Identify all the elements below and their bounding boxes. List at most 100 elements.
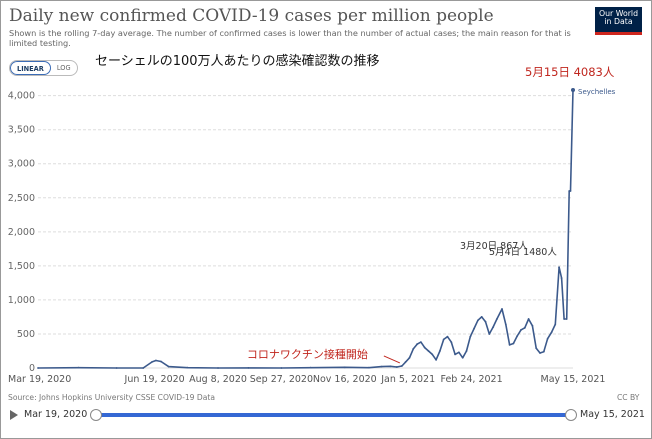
data-point <box>484 320 487 323</box>
data-point <box>442 338 445 341</box>
x-tick-label: Nov 16, 2020 <box>313 374 377 385</box>
data-point <box>280 367 283 369</box>
data-point <box>512 342 515 345</box>
data-point <box>142 367 145 369</box>
data-point <box>438 350 441 352</box>
data-point <box>309 366 312 369</box>
data-point <box>416 343 418 346</box>
data-point <box>504 323 507 326</box>
data-point <box>473 327 476 330</box>
data-point <box>186 366 189 369</box>
series-label[interactable]: Seychelles <box>578 88 616 96</box>
data-point <box>408 356 411 359</box>
data-point <box>115 367 118 369</box>
data-point <box>469 335 472 338</box>
timeline-end-handle[interactable] <box>565 409 577 421</box>
data-point <box>546 337 549 340</box>
data-point <box>563 318 566 320</box>
data-point <box>446 335 449 338</box>
data-point <box>531 324 534 327</box>
data-point <box>520 328 522 331</box>
data-point <box>431 353 434 356</box>
timeline-start-handle[interactable] <box>90 409 102 421</box>
scale-toggle: LINEAR LOG <box>9 60 78 76</box>
y-tick-label: 1,000 <box>8 295 35 306</box>
data-point <box>501 308 503 310</box>
chart-subtitle: Shown is the rolling 7-day average. The … <box>9 28 571 48</box>
annotation-label: 3月20日 867人 <box>460 241 528 252</box>
data-point <box>554 323 557 326</box>
data-point <box>247 366 250 369</box>
y-tick-label: 500 <box>17 329 35 340</box>
owid-logo[interactable]: Our World in Data <box>595 7 642 35</box>
end-point-marker <box>571 88 575 92</box>
series-layer: Seychelles <box>37 88 616 369</box>
data-point <box>535 347 538 350</box>
data-point <box>492 326 495 329</box>
annotation-label: コロナワクチン接種開始 <box>247 347 368 361</box>
data-point <box>527 318 530 320</box>
annotation-label: 5月15日 4083人 <box>525 65 615 79</box>
data-point <box>217 367 219 369</box>
data-point <box>523 326 526 329</box>
data-point <box>568 190 571 192</box>
y-tick-label: 4,000 <box>8 91 35 102</box>
license-label[interactable]: CC BY <box>617 393 640 402</box>
y-tick-label: 0 <box>29 363 35 374</box>
data-point <box>167 365 170 368</box>
annotation-label: 5月4日 1480人 <box>489 247 557 258</box>
data-point <box>461 356 464 359</box>
data-point <box>480 316 483 318</box>
data-point <box>367 366 370 369</box>
data-point <box>560 277 563 280</box>
overlay-title: セーシェルの100万人あたりの感染確認数の推移 <box>95 54 380 69</box>
y-tick-label: 3,500 <box>8 125 35 136</box>
x-tick-label: Jun 19, 2020 <box>124 374 185 385</box>
data-point <box>458 351 460 354</box>
data-point <box>516 335 519 337</box>
data-point <box>465 350 468 352</box>
x-tick-label: Feb 24, 2021 <box>441 374 503 385</box>
data-point <box>488 333 491 335</box>
data-point <box>542 350 545 353</box>
source-note[interactable]: Source: Johns Hopkins University CSSE CO… <box>8 393 216 402</box>
play-icon[interactable] <box>10 410 18 420</box>
data-point <box>450 341 453 344</box>
data-point <box>77 366 80 369</box>
data-point <box>427 350 430 352</box>
data-point <box>435 358 437 361</box>
data-point <box>558 266 560 269</box>
timeline-end-label: May 15, 2021 <box>580 409 645 420</box>
data-point <box>423 346 426 349</box>
x-tick-label: Sep 27, 2020 <box>250 374 313 385</box>
timeline-track[interactable] <box>96 413 571 417</box>
y-tick-label: 2,000 <box>8 227 35 238</box>
line-chart: 05001,0001,5002,0002,5003,0003,5004,000 … <box>8 65 616 385</box>
x-tick-label: Jan 5, 2021 <box>380 374 435 385</box>
linear-scale-button[interactable]: LINEAR <box>10 61 51 75</box>
data-point <box>550 331 553 334</box>
y-tick-label: 1,500 <box>8 261 35 272</box>
data-point <box>343 366 346 369</box>
y-tick-label: 3,000 <box>8 159 35 170</box>
data-point <box>160 360 162 363</box>
data-point <box>454 353 456 356</box>
data-point <box>496 318 498 320</box>
series-line-seychelles[interactable] <box>37 89 574 369</box>
data-point <box>155 359 157 362</box>
data-point <box>477 319 479 322</box>
annotation-leader-line <box>383 355 401 364</box>
data-point <box>404 360 407 363</box>
data-point <box>508 343 511 346</box>
data-point <box>395 366 398 368</box>
x-tick-label: May 15, 2021 <box>541 374 606 385</box>
data-point <box>151 360 153 363</box>
data-point <box>400 365 403 367</box>
y-tick-label: 2,500 <box>8 193 35 204</box>
data-point <box>389 365 392 368</box>
data-point <box>565 318 568 320</box>
y-axis: 0 500 1,000 1,500 2,000 2,500 3,000 3,500 4,000 <box>8 91 35 374</box>
log-scale-button[interactable]: LOG <box>56 64 71 72</box>
data-point <box>37 367 39 369</box>
